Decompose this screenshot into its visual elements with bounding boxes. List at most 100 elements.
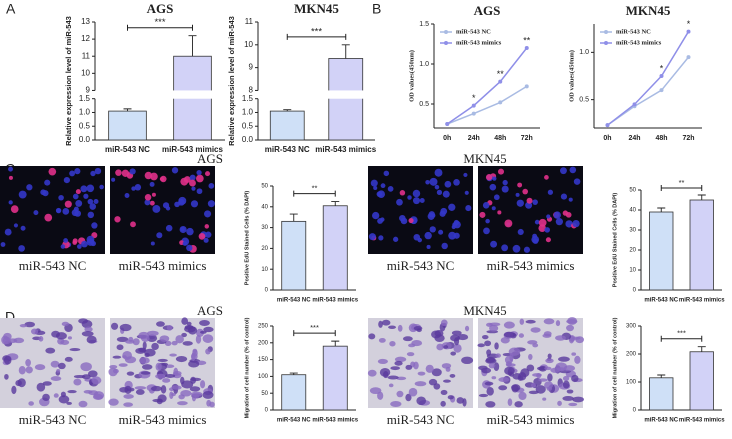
cell (518, 333, 524, 338)
cell (204, 224, 210, 229)
x-tick-label: miR-543 mimics (312, 298, 358, 304)
cell (53, 393, 59, 398)
cell (159, 176, 165, 182)
cell (526, 197, 533, 204)
bar (281, 374, 307, 411)
cell (2, 336, 11, 345)
cell (147, 330, 159, 337)
image-group-title: MKN45 (463, 151, 506, 166)
cell (20, 225, 26, 231)
cell (149, 181, 155, 187)
cell (504, 219, 513, 228)
cell (373, 185, 378, 191)
cell (408, 387, 418, 397)
cell (568, 197, 573, 202)
y-axis-label: Positive EdU Stained Cells (% DAPI) (612, 193, 618, 288)
cell (150, 385, 163, 392)
cell (477, 343, 485, 348)
legend-label: miR-543 NC (616, 28, 651, 35)
cell (196, 188, 203, 195)
marker (605, 123, 610, 128)
micrograph (478, 166, 583, 254)
cell (203, 237, 209, 243)
cell (169, 353, 177, 357)
cell (142, 341, 147, 350)
cell (18, 245, 25, 252)
cell (523, 246, 531, 253)
cell (544, 175, 549, 180)
cell (511, 384, 519, 393)
cell (441, 242, 448, 250)
cell (501, 185, 509, 193)
cell (492, 176, 497, 181)
cell (171, 385, 182, 390)
image-caption: miR-543 NC (19, 258, 87, 273)
cell (560, 167, 567, 175)
cell (558, 356, 570, 362)
cell (413, 197, 421, 205)
significance-bracket (660, 185, 703, 191)
cell (377, 391, 384, 400)
cell (124, 385, 132, 394)
cell (381, 319, 391, 326)
cell (412, 189, 421, 198)
y-tick-label: 1.5 (79, 94, 91, 103)
cell (81, 374, 91, 380)
cell (502, 179, 508, 186)
cell (445, 366, 451, 372)
y-axis-label: Relative expression level of miR-543 (227, 16, 236, 146)
cell (429, 226, 436, 233)
legend-marker (604, 30, 608, 34)
cell (444, 180, 452, 188)
cell (465, 205, 472, 212)
cell (483, 227, 490, 235)
x-tick-label: 72h (682, 135, 694, 142)
cell (204, 171, 211, 177)
cell (25, 358, 31, 367)
cell (463, 172, 468, 178)
legend-marker (444, 41, 448, 45)
cell (194, 393, 200, 399)
cell (453, 344, 462, 353)
cell (367, 369, 377, 377)
cell (80, 185, 88, 193)
cell (171, 392, 176, 397)
panel-label: D (5, 309, 15, 325)
cell (198, 233, 206, 240)
cell (501, 244, 509, 252)
cell (180, 177, 189, 186)
cell (66, 401, 72, 405)
cell (562, 396, 574, 401)
cell (538, 218, 547, 227)
image-group-title: AGS (197, 151, 223, 166)
cell (453, 179, 460, 186)
cell (555, 218, 563, 226)
y-axis-label: Migration of cell number (% of control) (244, 317, 250, 418)
cell (109, 365, 118, 369)
y-tick-label: 10 (244, 40, 253, 49)
cell (405, 393, 412, 402)
cell (555, 320, 561, 327)
cell (504, 355, 513, 364)
cell (144, 199, 151, 206)
cell (8, 200, 13, 205)
cell (186, 227, 194, 236)
y-tick-label: 0.0 (79, 135, 91, 144)
cell (522, 188, 529, 195)
cell (69, 170, 76, 177)
x-tick-label: miR-543 mimics (162, 145, 223, 154)
cell (530, 327, 541, 333)
cell (116, 336, 129, 342)
cell (17, 378, 26, 388)
cell (490, 240, 498, 248)
cell (76, 244, 82, 249)
cell (457, 334, 469, 341)
cell (544, 366, 552, 371)
marker (524, 46, 529, 50)
cell (116, 344, 124, 351)
significance-label: ** (679, 178, 685, 187)
chart-title: AGS (147, 1, 174, 16)
error-bar (697, 346, 706, 352)
x-tick-label: miR-543 NC (105, 145, 150, 154)
cell (36, 382, 46, 392)
